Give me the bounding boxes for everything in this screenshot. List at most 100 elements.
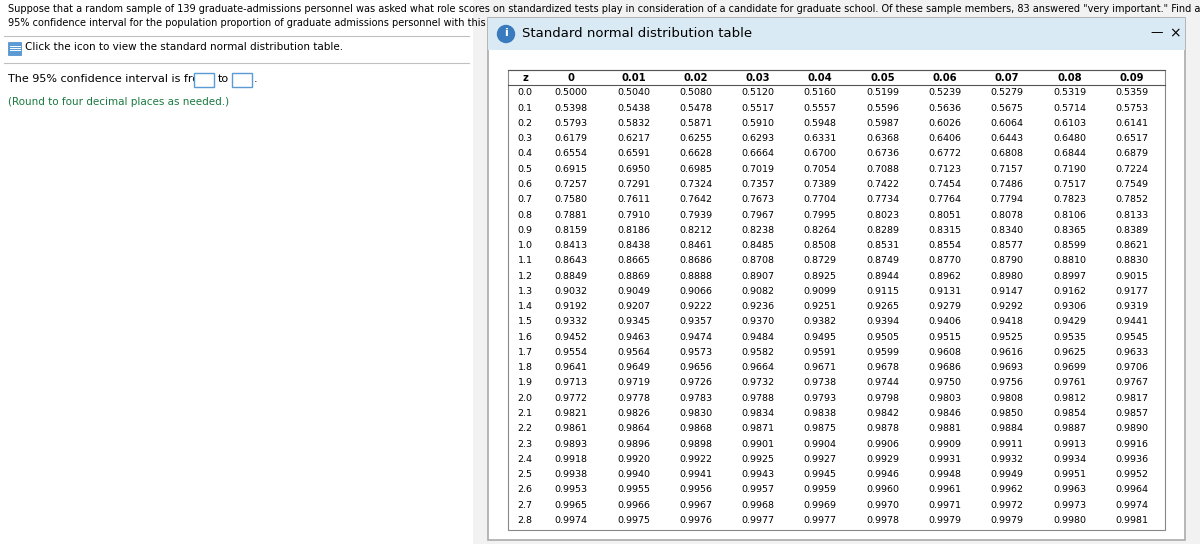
- Text: 0.9452: 0.9452: [554, 333, 588, 342]
- Text: 0.8944: 0.8944: [866, 271, 899, 281]
- Text: 0.5675: 0.5675: [991, 104, 1024, 113]
- Text: 0.9147: 0.9147: [991, 287, 1024, 296]
- Text: 0.6736: 0.6736: [866, 150, 899, 158]
- Text: 0.5596: 0.5596: [866, 104, 899, 113]
- Text: 0.9177: 0.9177: [1115, 287, 1148, 296]
- Text: 0.9319: 0.9319: [1115, 302, 1148, 311]
- Text: 0.9793: 0.9793: [804, 394, 836, 403]
- Text: 0.7549: 0.7549: [1115, 180, 1148, 189]
- Text: Standard normal distribution table: Standard normal distribution table: [522, 27, 752, 40]
- Text: 0.9918: 0.9918: [554, 455, 588, 464]
- Text: 0.6480: 0.6480: [1054, 134, 1086, 143]
- Text: 2.8: 2.8: [517, 516, 533, 525]
- Text: 0.9616: 0.9616: [991, 348, 1024, 357]
- Text: 0.9699: 0.9699: [1054, 363, 1086, 372]
- Text: 0.9573: 0.9573: [679, 348, 713, 357]
- Text: 0.9922: 0.9922: [679, 455, 713, 464]
- Text: 0.9817: 0.9817: [1115, 394, 1148, 403]
- Text: 0.7580: 0.7580: [554, 195, 588, 204]
- Text: 0.6879: 0.6879: [1115, 150, 1148, 158]
- Text: 2.7: 2.7: [517, 500, 533, 510]
- Text: 0.8023: 0.8023: [866, 211, 899, 220]
- Text: 0.9976: 0.9976: [679, 516, 713, 525]
- Text: 0.5239: 0.5239: [929, 88, 961, 97]
- Text: 0.9901: 0.9901: [742, 440, 774, 449]
- Text: 0.7764: 0.7764: [929, 195, 961, 204]
- Text: 0.9394: 0.9394: [866, 317, 899, 326]
- Text: 0.9345: 0.9345: [617, 317, 650, 326]
- Text: 0.7642: 0.7642: [679, 195, 713, 204]
- Text: 0.9878: 0.9878: [866, 424, 899, 433]
- Text: 0.9854: 0.9854: [1054, 409, 1086, 418]
- Text: 0.9418: 0.9418: [991, 317, 1024, 326]
- Text: 0.9713: 0.9713: [554, 379, 588, 387]
- Text: 0.8665: 0.8665: [617, 256, 650, 265]
- Text: 0.5753: 0.5753: [1115, 104, 1148, 113]
- Text: 0.5793: 0.5793: [554, 119, 588, 128]
- Text: 0.9871: 0.9871: [742, 424, 774, 433]
- Text: 0.8599: 0.8599: [1054, 241, 1086, 250]
- Text: 0.7324: 0.7324: [679, 180, 713, 189]
- Text: 0.8925: 0.8925: [804, 271, 836, 281]
- Text: to: to: [218, 75, 229, 84]
- Text: 0.9875: 0.9875: [804, 424, 836, 433]
- Text: 0.9279: 0.9279: [929, 302, 961, 311]
- Text: 0.8340: 0.8340: [991, 226, 1024, 235]
- Text: 0.7852: 0.7852: [1115, 195, 1148, 204]
- Text: 0.9474: 0.9474: [679, 333, 713, 342]
- Text: 0.9772: 0.9772: [554, 394, 588, 403]
- Text: 0.9608: 0.9608: [929, 348, 961, 357]
- Text: 0.9920: 0.9920: [617, 455, 650, 464]
- Text: 0.6103: 0.6103: [1052, 119, 1086, 128]
- Text: 0.6844: 0.6844: [1054, 150, 1086, 158]
- Text: 0.9861: 0.9861: [554, 424, 588, 433]
- Text: 0.8238: 0.8238: [742, 226, 775, 235]
- Text: 0.9842: 0.9842: [866, 409, 899, 418]
- Text: 0.8749: 0.8749: [866, 256, 899, 265]
- Text: 0.9719: 0.9719: [617, 379, 650, 387]
- Text: 0.2: 0.2: [517, 119, 533, 128]
- Text: 0.6179: 0.6179: [554, 134, 588, 143]
- Bar: [488, 18, 1186, 50]
- Text: 0.9938: 0.9938: [554, 470, 588, 479]
- Text: 0.9441: 0.9441: [1115, 317, 1148, 326]
- Text: 0.9850: 0.9850: [991, 409, 1024, 418]
- Text: 1.4: 1.4: [517, 302, 533, 311]
- Text: 0.9932: 0.9932: [991, 455, 1024, 464]
- Circle shape: [498, 26, 515, 42]
- Text: 0.6700: 0.6700: [804, 150, 836, 158]
- Text: 0.9591: 0.9591: [804, 348, 836, 357]
- Text: 0.9678: 0.9678: [866, 363, 899, 372]
- Text: 0.8907: 0.8907: [742, 271, 774, 281]
- Bar: [488, 18, 1186, 540]
- Text: 0.9032: 0.9032: [554, 287, 588, 296]
- Text: 0.5871: 0.5871: [679, 119, 713, 128]
- Text: 0.06: 0.06: [932, 73, 958, 83]
- Text: 0.6591: 0.6591: [617, 150, 650, 158]
- Text: 0.7190: 0.7190: [1054, 165, 1086, 174]
- Text: 0.8729: 0.8729: [804, 256, 836, 265]
- Text: 0.9582: 0.9582: [742, 348, 774, 357]
- Text: 0.9564: 0.9564: [617, 348, 650, 357]
- Text: 0.9798: 0.9798: [866, 394, 899, 403]
- Text: 0: 0: [568, 73, 575, 83]
- Text: 1.0: 1.0: [517, 241, 533, 250]
- Text: 0.8997: 0.8997: [1054, 271, 1086, 281]
- Text: 0.5160: 0.5160: [804, 88, 836, 97]
- Text: 0.6915: 0.6915: [554, 165, 588, 174]
- Text: 0.9821: 0.9821: [554, 409, 588, 418]
- Text: 0.9671: 0.9671: [804, 363, 836, 372]
- Text: 0.9909: 0.9909: [929, 440, 961, 449]
- Text: 0.5120: 0.5120: [742, 88, 774, 97]
- Text: 0.9332: 0.9332: [554, 317, 588, 326]
- Text: 0.5398: 0.5398: [554, 104, 588, 113]
- Text: 0.9951: 0.9951: [1054, 470, 1086, 479]
- Text: 0.7157: 0.7157: [991, 165, 1024, 174]
- Text: 0.8133: 0.8133: [1115, 211, 1148, 220]
- Text: 0.9979: 0.9979: [991, 516, 1024, 525]
- Text: 0.1: 0.1: [517, 104, 533, 113]
- Text: 0.9893: 0.9893: [554, 440, 588, 449]
- Text: 0.9896: 0.9896: [617, 440, 650, 449]
- Text: 2.5: 2.5: [517, 470, 533, 479]
- Text: 0.7291: 0.7291: [617, 180, 650, 189]
